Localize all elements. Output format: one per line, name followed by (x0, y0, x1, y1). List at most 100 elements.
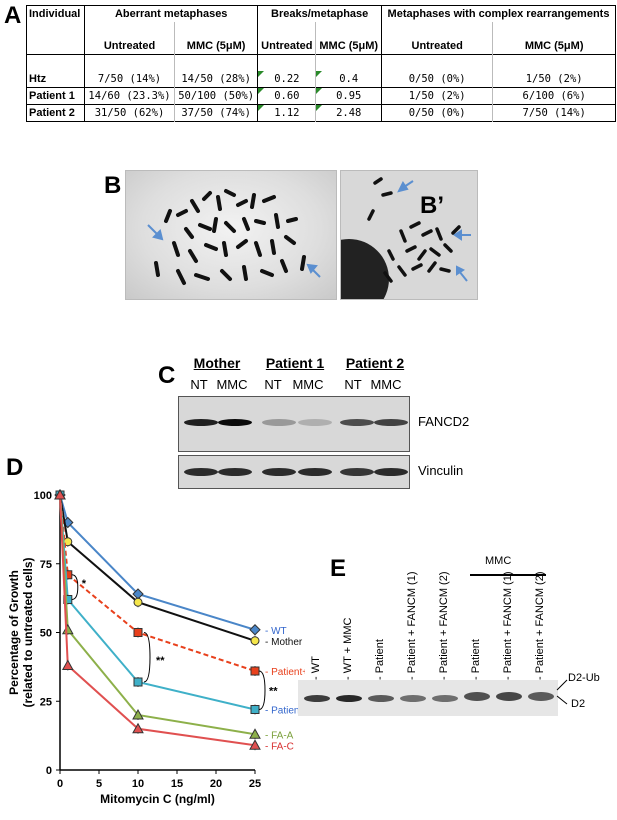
chromosome-breakage-table: Individual Aberrant metaphases Breaks/me… (26, 5, 616, 122)
cell: 1/50 (2%) (408, 90, 466, 102)
cell: 6/100 (6%) (492, 87, 616, 105)
cell: 1/50 (2%) (492, 71, 616, 88)
lane-label: NT (264, 377, 282, 392)
cell: 14/50 (28%) (173, 71, 259, 88)
mmc-label: MMC (485, 555, 512, 567)
y-tick-label: 100 (34, 490, 52, 502)
panel-d-letter: D (6, 454, 24, 481)
subheader-untreated-1: Untreated (103, 40, 156, 52)
protein-band (304, 695, 330, 702)
subheader-mmc-3: MMC (5μM) (492, 38, 616, 55)
cell: 0.22 (257, 71, 316, 88)
protein-band (336, 695, 362, 702)
fancd2-blot (178, 396, 410, 452)
series-line (59, 494, 256, 736)
series-label: - FA-A (265, 730, 294, 741)
data-point (61, 659, 74, 670)
protein-band (374, 419, 408, 426)
series-label: - Patient+FANCM (265, 667, 305, 678)
series-line (59, 494, 256, 672)
series-line (59, 494, 256, 631)
x-tick-label: 0 (57, 778, 63, 790)
vinculin-blot (178, 455, 410, 489)
protein-band (262, 419, 296, 426)
protein-band (496, 692, 522, 701)
data-point (133, 677, 143, 687)
cell: 0/50 (0%) (408, 107, 466, 119)
cell: 14/60 (23.3%) (88, 90, 171, 102)
x-tick-label: 15 (171, 778, 183, 790)
cell: 0.60 (257, 87, 316, 105)
significance-bracket (143, 632, 151, 683)
lane-label: NT (190, 377, 208, 392)
cell: 37/50 (74%) (173, 104, 259, 122)
data-point (133, 628, 143, 637)
protein-band (400, 695, 426, 702)
lane-label: MMC (292, 377, 324, 392)
cell: 2.48 (315, 104, 383, 122)
subheader-mmc-1: MMC (5μM) (173, 38, 259, 55)
protein-band (340, 468, 374, 476)
fancd2-label: FANCD2 (418, 414, 470, 429)
protein-band (432, 695, 458, 702)
lane-label: - Patient (470, 639, 482, 680)
protein-band (184, 468, 218, 476)
y-tick-label: 75 (40, 559, 52, 571)
header-complex: Metaphases with complex rearrangements (387, 8, 610, 20)
fancd2-ub-blot (298, 680, 558, 716)
chromosome-spread (147, 189, 321, 285)
header-individual: Individual (26, 5, 86, 22)
cell: 7/50 (14%) (97, 73, 162, 85)
data-point (250, 705, 260, 714)
panel-b-prime-letter: B’ (420, 192, 444, 219)
lane-label: - Patient (374, 639, 386, 680)
metaphase-micrograph-b (125, 170, 337, 300)
lane-label: - WT (310, 656, 322, 680)
header-breaks: Breaks/metaphase (257, 5, 383, 22)
x-tick-label: 25 (249, 778, 261, 790)
mmc-bar (470, 574, 546, 576)
significance-label: * (82, 578, 87, 590)
significance-bracket (71, 574, 79, 600)
lane-label: - Patient + FANCM (2) (534, 571, 546, 680)
data-point (54, 488, 66, 500)
lane-label: NT (344, 377, 362, 392)
header-aberrant: Aberrant metaphases (84, 5, 259, 22)
y-axis-label: Percentage of Growth(related to untreate… (7, 557, 35, 707)
row-name: Patient 2 (26, 104, 86, 122)
data-point (133, 597, 143, 607)
protein-band (298, 419, 332, 426)
protein-band (262, 468, 296, 476)
row-name: Htz (26, 71, 86, 88)
cell: 50/100 (50%) (173, 87, 259, 105)
table-row: Patient 2 31/50 (62%) 37/50 (74%) 1.12 2… (26, 104, 616, 122)
protein-band (298, 468, 332, 476)
cell: 1.12 (257, 104, 316, 122)
y-tick-label: 25 (40, 696, 52, 708)
significance-label: ** (269, 685, 278, 697)
growth-chart: 0 25 50 75 100 0 5 10 15 20 25 Mitomycin C (ng/ml) P… (7, 488, 305, 806)
lane-labels-e: - WT - WT + MMC - Patient - Patient + FANCM… (300, 571, 560, 680)
significance-bracket (258, 670, 266, 710)
d2-label: D2 (571, 698, 586, 710)
protein-band (218, 419, 252, 426)
lane-label: - Patient + FANCM (1) (406, 571, 418, 680)
data-point (132, 708, 144, 720)
vinculin-label: Vinculin (418, 463, 464, 478)
arrow-icon (147, 224, 321, 278)
arrow-icon (397, 180, 471, 282)
panel-a-letter: A (4, 2, 22, 29)
data-point (249, 728, 261, 739)
x-tick-label: 10 (132, 778, 144, 790)
lane-label: - WT + MMC (342, 617, 354, 680)
group-mother: Mother (193, 355, 241, 371)
cell: 7/50 (14%) (492, 104, 616, 122)
cell: 0.4 (315, 71, 383, 88)
subheader-mmc-2: MMC (5μM) (315, 38, 383, 55)
subheader-untreated-2: Untreated (261, 40, 313, 52)
protein-band (218, 468, 252, 476)
panel-e-letter: E (330, 555, 347, 582)
data-point (249, 624, 261, 636)
panel-c-letter: C (158, 362, 176, 389)
series-label: - FA-C (265, 741, 294, 752)
